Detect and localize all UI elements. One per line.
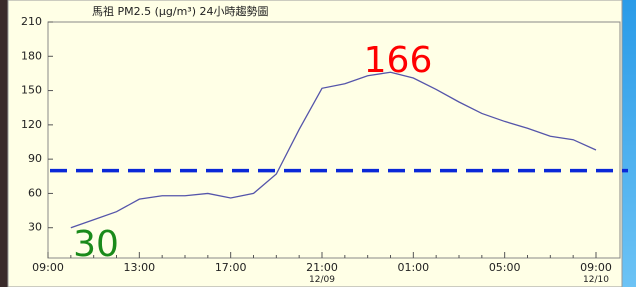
chart-title: 馬祖 PM2.5 (μg/m³) 24小時趨勢圖 xyxy=(92,4,269,18)
x-tick-label: 05:00 xyxy=(489,261,521,274)
x-tick-label-line: 09:00 xyxy=(580,261,612,274)
y-tick-label: 60 xyxy=(28,186,42,199)
y-tick-label: 90 xyxy=(28,152,42,165)
x-tick-label: 17:00 xyxy=(215,261,247,274)
annotation: 166 xyxy=(364,40,433,81)
screenshot: 馬祖 PM2.5 (μg/m³) 24小時趨勢圖 30 60 90 120 150 180… xyxy=(0,0,636,287)
x-tick-label-line: 12/10 xyxy=(583,275,609,285)
y-tick-label: 180 xyxy=(21,49,42,62)
x-tick-label-line: 21:00 xyxy=(306,261,338,274)
x-tick-label: 01:00 xyxy=(397,261,429,274)
x-tick-label-line: 17:00 xyxy=(215,261,247,274)
x-tick-label-line: 13:00 xyxy=(123,261,155,274)
x-tick-label: 13:00 xyxy=(123,261,155,274)
y-tick-label: 120 xyxy=(21,118,42,131)
x-tick-label-line: 05:00 xyxy=(489,261,521,274)
x-tick-label-line: 09:00 xyxy=(32,261,64,274)
x-tick-label-line: 01:00 xyxy=(397,261,429,274)
x-tick-label-line: 12/09 xyxy=(309,275,335,285)
y-tick-label: 210 xyxy=(21,15,42,28)
annotation: 30 xyxy=(73,224,119,265)
y-tick-label: 150 xyxy=(21,84,42,97)
y-tick-label: 30 xyxy=(28,221,42,234)
x-tick-label: 09:00 xyxy=(32,261,64,274)
chart: 馬祖 PM2.5 (μg/m³) 24小時趨勢圖 30 60 90 120 150 180… xyxy=(0,0,636,287)
